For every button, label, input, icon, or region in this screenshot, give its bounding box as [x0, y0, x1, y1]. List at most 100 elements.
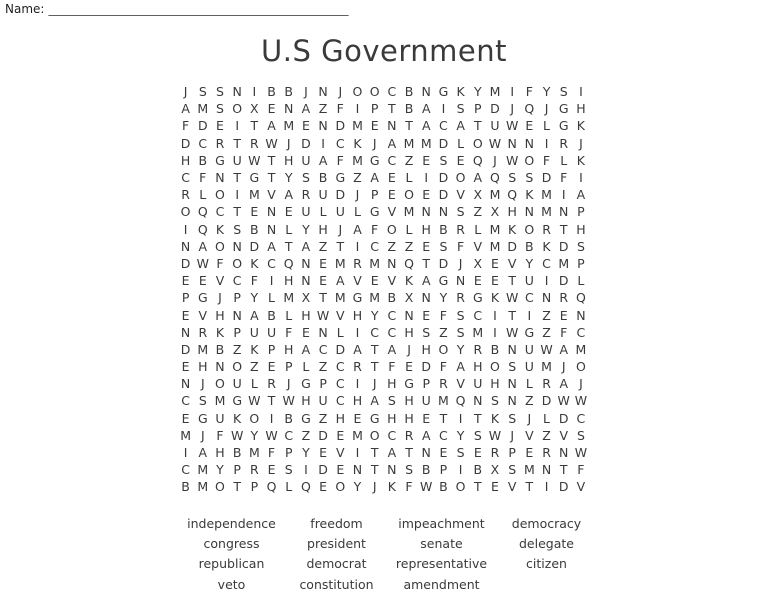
grid-letter: N [232, 307, 242, 323]
grid-letter: C [387, 307, 397, 323]
grid-letter: E [250, 204, 259, 220]
grid-letter: M [558, 255, 570, 271]
grid-letter: T [233, 135, 241, 151]
grid-letter: G [369, 410, 380, 426]
word-bank-word: veto [217, 576, 246, 592]
grid-letter: T [284, 238, 293, 254]
grid-letter: N [541, 290, 552, 306]
grid-letter: E [198, 273, 207, 289]
grid-letter: P [284, 445, 293, 461]
grid-letter: D [438, 187, 449, 203]
word-bank-word: democrat [306, 556, 367, 572]
grid-letter: V [576, 479, 586, 495]
grid-letter: C [335, 135, 345, 151]
grid-letter: I [544, 273, 549, 289]
grid-letter: J [510, 101, 514, 117]
grid-letter: R [542, 221, 551, 237]
grid-letter: M [541, 187, 552, 203]
grid-letter: I [321, 135, 325, 151]
grid-letter: P [284, 359, 293, 375]
grid-letter: K [250, 341, 259, 357]
grid-letter: E [559, 307, 568, 323]
grid-letter: B [439, 221, 448, 237]
grid-letter: V [336, 307, 345, 323]
grid-letter: U [524, 341, 534, 357]
grid-letter: N [404, 307, 414, 323]
grid-letter: J [372, 376, 377, 392]
grid-letter: K [456, 84, 465, 100]
grid-letter: P [233, 462, 241, 478]
grid-letter: C [387, 84, 397, 100]
grid-letter: B [250, 221, 259, 237]
grid-letter: T [319, 290, 327, 306]
grid-letter: M [489, 187, 501, 203]
grid-letter: Z [439, 324, 448, 340]
grid-letter: X [490, 462, 500, 478]
word-bank-word: citizen [526, 556, 567, 572]
grid-letter: S [473, 427, 482, 443]
grid-letter: D [301, 135, 311, 151]
grid-letter: X [473, 187, 483, 203]
word-bank-word: republican [198, 556, 265, 572]
grid-letter: E [422, 410, 431, 426]
name-label: Name: [5, 2, 45, 16]
grid-letter: U [473, 376, 483, 392]
grid-letter: S [508, 359, 517, 375]
grid-letter: H [301, 307, 311, 323]
grid-letter: T [336, 238, 345, 254]
grid-letter: L [319, 204, 327, 220]
grid-letter: N [352, 462, 363, 478]
grid-letter: I [355, 445, 360, 461]
grid-letter: Z [387, 238, 397, 254]
grid-letter: S [405, 462, 413, 478]
grid-letter: E [284, 204, 293, 220]
grid-letter: H [318, 221, 328, 237]
grid-letter: A [387, 135, 397, 151]
grid-letter: R [215, 135, 225, 151]
grid-letter: F [388, 359, 396, 375]
grid-letter: R [490, 445, 500, 461]
grid-letter: O [335, 479, 346, 495]
grid-letter: P [267, 341, 276, 357]
grid-letter: A [456, 359, 465, 375]
grid-letter: E [473, 445, 482, 461]
grid-letter: E [301, 118, 310, 134]
grid-letter: R [301, 187, 311, 203]
grid-letter: Q [524, 101, 535, 117]
grid-letter: N [438, 204, 449, 220]
grid-letter: I [183, 221, 188, 237]
grid-letter: K [576, 118, 585, 134]
grid-letter: G [524, 324, 535, 340]
grid-letter: Q [472, 152, 483, 168]
grid-letter: Z [301, 427, 311, 443]
grid-letter: M [352, 118, 363, 134]
grid-letter: A [250, 307, 259, 323]
grid-letter: D [438, 170, 449, 186]
grid-letter: C [284, 427, 294, 443]
grid-letter: T [267, 152, 276, 168]
grid-letter: A [370, 393, 379, 409]
grid-letter: N [421, 84, 431, 100]
grid-letter: G [404, 376, 414, 392]
grid-letter: D [318, 462, 328, 478]
grid-letter: T [405, 445, 413, 461]
grid-letter: C [370, 238, 380, 254]
grid-letter: E [216, 118, 224, 134]
grid-letter: X [301, 290, 311, 306]
grid-letter: R [198, 324, 208, 340]
grid-letter: L [285, 221, 293, 237]
grid-letter: Z [250, 359, 259, 375]
grid-letter: K [387, 479, 396, 495]
grid-letter: H [180, 152, 191, 168]
grid-letter: S [576, 427, 585, 443]
grid-letter: P [439, 462, 448, 478]
grid-letter: L [285, 479, 293, 495]
grid-letter: B [232, 445, 242, 461]
grid-letter: K [215, 221, 225, 237]
grid-letter: A [559, 376, 568, 392]
grid-letter: H [284, 273, 294, 289]
grid-letter: N [301, 273, 311, 289]
grid-letter: X [404, 290, 414, 306]
grid-letter: Z [404, 152, 414, 168]
grid-letter: E [319, 479, 328, 495]
